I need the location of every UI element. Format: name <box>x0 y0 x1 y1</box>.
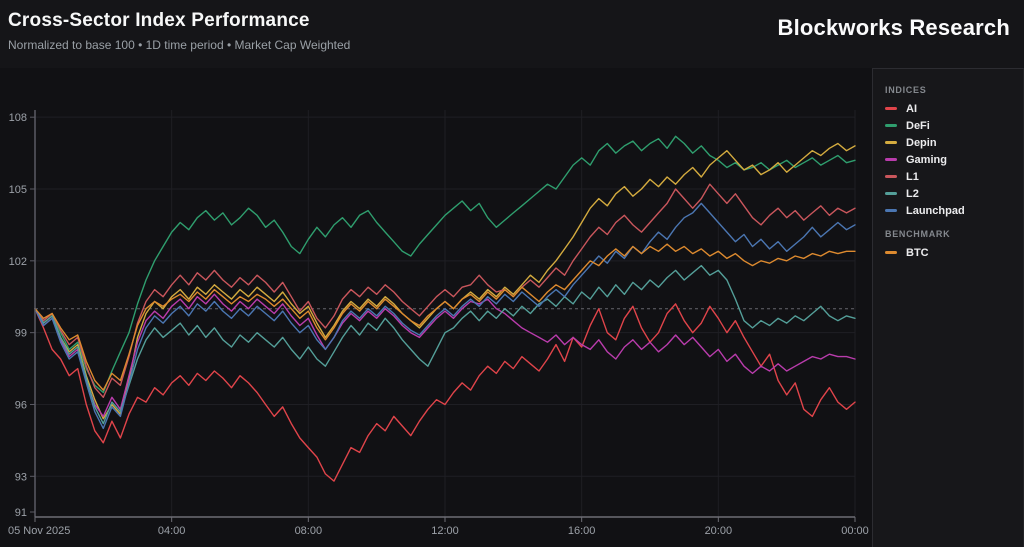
series-line-launchpad <box>34 202 856 430</box>
page-title: Cross-Sector Index Performance <box>8 10 310 31</box>
y-tick-label: 105 <box>9 184 27 196</box>
page-subtitle: Normalized to base 100 • 1D time period … <box>8 38 351 52</box>
series-line-ai <box>34 303 856 482</box>
legend-item-label: Launchpad <box>906 204 965 217</box>
legend-section-header: BENCHMARK <box>885 229 951 239</box>
performance-chart[interactable]: 108 105 102 99 96 93 91 04:00 08:00 12:00 16:00 20:… <box>0 68 872 547</box>
brand-logo: Blockworks Research <box>777 15 1010 40</box>
legend-item-label: Depin <box>906 136 937 149</box>
y-tick-label: 99 <box>15 328 27 340</box>
x-tick-label: 08:00 <box>295 525 323 537</box>
legend-item-l1[interactable]: L1 <box>885 168 1011 185</box>
legend-section-indices: INDICES AI DeFi Depin Gaming L1 L2 Launchpad <box>885 85 1011 219</box>
legend-swatch <box>885 175 897 178</box>
legend-item-defi[interactable]: DeFi <box>885 117 1011 134</box>
x-tick-label: 20:00 <box>705 525 733 537</box>
legend-swatch <box>885 192 897 195</box>
legend-item-ai[interactable]: AI <box>885 100 1011 117</box>
legend-item-depin[interactable]: Depin <box>885 134 1011 151</box>
legend-item-launchpad[interactable]: Launchpad <box>885 202 1011 219</box>
series-line-gaming <box>34 293 856 418</box>
series-line-defi <box>34 135 856 394</box>
series-line-l2 <box>34 264 856 425</box>
legend-item-label: L1 <box>906 170 919 183</box>
legend-section-header: INDICES <box>885 85 927 95</box>
y-tick-label: 91 <box>15 507 27 519</box>
legend-swatch <box>885 251 897 254</box>
x-tick-label: 04:00 <box>158 525 186 537</box>
x-tick-label: 00:00 <box>841 525 869 537</box>
title-block: Cross-Sector Index Performance Normalize… <box>8 9 350 52</box>
legend-swatch <box>885 107 897 110</box>
legend-swatch <box>885 124 897 127</box>
header: Cross-Sector Index Performance Normalize… <box>0 0 1024 68</box>
legend-item-l2[interactable]: L2 <box>885 185 1011 202</box>
series-line-l1 <box>34 183 856 398</box>
legend-swatch <box>885 209 897 212</box>
chart-area: 108 105 102 99 96 93 91 04:00 08:00 12:00 16:00 20:… <box>0 68 872 547</box>
series-line-btc <box>34 243 856 391</box>
x-tick-label: 16:00 <box>568 525 596 537</box>
legend-item-gaming[interactable]: Gaming <box>885 151 1011 168</box>
x-tick-label: 12:00 <box>431 525 459 537</box>
legend-item-btc[interactable]: BTC <box>885 244 1011 261</box>
legend-item-label: AI <box>906 102 917 115</box>
x-axis-date-label: 05 Nov 2025 <box>8 525 70 537</box>
legend-item-label: Gaming <box>906 153 947 166</box>
legend-item-label: L2 <box>906 187 919 200</box>
y-tick-label: 108 <box>9 112 27 124</box>
y-tick-label: 96 <box>15 399 27 411</box>
legend-panel: INDICES AI DeFi Depin Gaming L1 L2 Launchpad BEN… <box>872 68 1024 547</box>
legend-swatch <box>885 158 897 161</box>
legend: INDICES AI DeFi Depin Gaming L1 L2 Launchpad BEN… <box>885 85 1011 261</box>
legend-section-benchmark: BENCHMARK BTC <box>885 229 1011 261</box>
y-tick-label: 102 <box>9 256 27 268</box>
y-tick-label: 93 <box>15 471 27 483</box>
legend-item-label: BTC <box>906 246 929 259</box>
legend-item-label: DeFi <box>906 119 930 132</box>
legend-swatch <box>885 141 897 144</box>
